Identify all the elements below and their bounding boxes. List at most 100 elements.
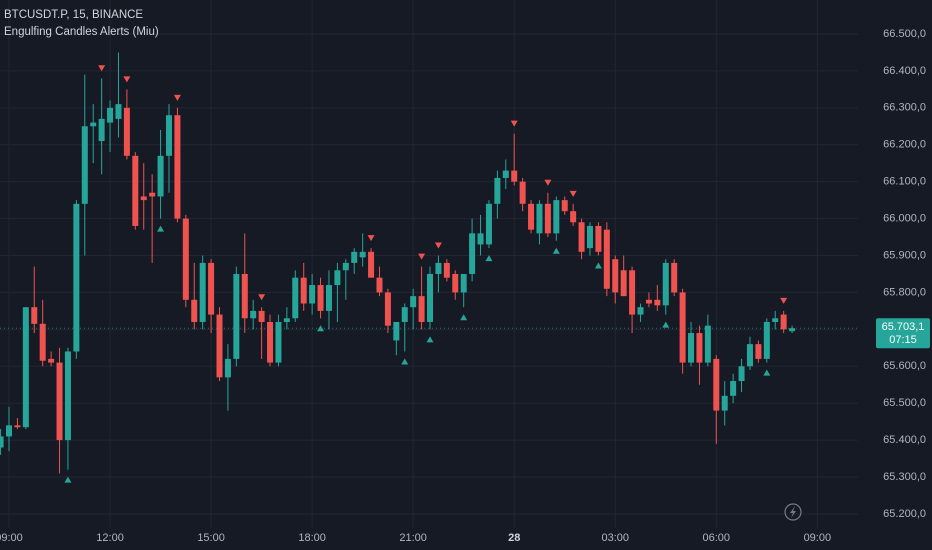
candle-body (654, 299, 661, 306)
x-tick-label: 06:00 (703, 532, 731, 544)
candle-body (544, 203, 551, 234)
bearish-signal (98, 65, 106, 72)
price-label: 65.703,1 (882, 321, 925, 333)
candle-body (671, 262, 678, 293)
bullish-signal (157, 225, 165, 232)
candle-body (107, 107, 114, 123)
bullish-signal (552, 247, 560, 254)
candle-body (401, 307, 408, 322)
candle-body (98, 118, 105, 142)
candle-body (629, 270, 636, 315)
countdown: 07:15 (889, 334, 917, 346)
y-tick-label: 65.300,0 (883, 471, 926, 483)
bearish-signal (510, 120, 518, 127)
candle-body (149, 192, 156, 197)
chart-title: BTCUSDT.P, 15, BINANCE (4, 9, 143, 21)
candle-body (679, 292, 686, 363)
bearish-signal (434, 242, 442, 249)
candle-body (14, 425, 21, 428)
y-tick-label: 66.500,0 (883, 28, 926, 40)
candle-body (351, 251, 358, 263)
candle-body (603, 229, 610, 289)
chart-subtitle: Engulfing Candles Alerts (Miu) (4, 26, 159, 38)
candle-body (140, 196, 147, 201)
y-tick-label: 65.900,0 (883, 249, 926, 261)
x-tick-label: 28 (508, 532, 520, 544)
candle-body (696, 333, 703, 363)
candle-body (22, 307, 29, 428)
candle-body (292, 277, 299, 319)
y-tick-label: 65.600,0 (883, 360, 926, 372)
candle-body (216, 314, 223, 378)
candle-body (418, 296, 425, 322)
candle-body (755, 344, 762, 359)
bearish-signal (780, 297, 788, 304)
x-tick-label: 12:00 (96, 532, 124, 544)
candle-body (64, 351, 71, 441)
bullish-signal (426, 336, 434, 343)
bullish-signal (460, 314, 468, 321)
candle-body (309, 285, 316, 304)
candle-body (342, 262, 349, 271)
bearish-signal (418, 253, 426, 260)
candle-body (688, 333, 695, 363)
candle-body (443, 262, 450, 278)
candle-body (528, 203, 535, 230)
candle-body (595, 225, 602, 252)
candle-body (763, 321, 770, 359)
candle-body (241, 273, 248, 319)
candle-body (511, 170, 518, 182)
candle-body (561, 200, 568, 212)
candle-body (452, 273, 459, 293)
x-tick-label: 21:00 (399, 532, 427, 544)
bullish-signal (763, 369, 771, 376)
candle-body (435, 262, 442, 274)
candle-body (258, 310, 265, 322)
candle-body (300, 277, 307, 304)
candle-body (519, 181, 526, 204)
candle-body (283, 318, 290, 322)
y-tick-label: 65.200,0 (883, 508, 926, 520)
candle-body (469, 233, 476, 274)
candle-body (165, 115, 172, 156)
candle-body (502, 170, 509, 178)
price-label-box (876, 318, 930, 349)
bearish-signal (544, 179, 552, 186)
y-tick-label: 66.400,0 (883, 65, 926, 77)
x-tick-label: 03:00 (601, 532, 629, 544)
y-tick-label: 66.100,0 (883, 176, 926, 188)
bullish-signal (401, 358, 409, 365)
x-tick-label: 18:00 (298, 532, 326, 544)
candle-body (73, 203, 80, 352)
y-tick-label: 66.000,0 (883, 212, 926, 224)
bearish-signal (367, 235, 375, 242)
candle-body (359, 251, 366, 258)
bullish-signal (662, 321, 670, 328)
x-tick-label: 15:00 (197, 532, 225, 544)
candle-body (132, 155, 139, 226)
bearish-signal (258, 294, 266, 301)
candle-body (477, 233, 484, 245)
candle-body (721, 395, 728, 411)
candle-body (780, 314, 787, 330)
candle-body (48, 358, 55, 363)
candle-body (645, 299, 652, 304)
candle-body (427, 273, 434, 322)
bullish-signal (64, 476, 72, 483)
candle-body (553, 200, 560, 234)
candle-body (612, 259, 619, 293)
candle-body (325, 285, 332, 311)
candle-body (570, 211, 577, 223)
bearish-signal (569, 190, 577, 197)
candle-body (275, 321, 282, 363)
candles (0, 52, 796, 483)
bullish-signal (594, 262, 602, 269)
y-tick-label: 66.300,0 (883, 102, 926, 114)
candle-body (6, 425, 13, 437)
candle-body (410, 296, 417, 308)
candle-body (334, 270, 341, 286)
replay-icon[interactable] (784, 503, 802, 521)
candle-body (620, 270, 627, 297)
